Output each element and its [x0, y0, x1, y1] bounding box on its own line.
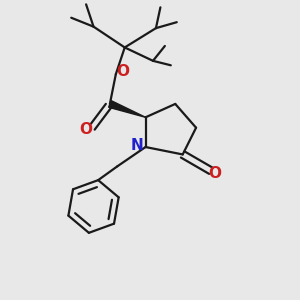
- Text: O: O: [208, 166, 221, 181]
- Polygon shape: [109, 100, 146, 117]
- Text: O: O: [116, 64, 129, 79]
- Text: O: O: [79, 122, 92, 137]
- Text: N: N: [130, 138, 143, 153]
